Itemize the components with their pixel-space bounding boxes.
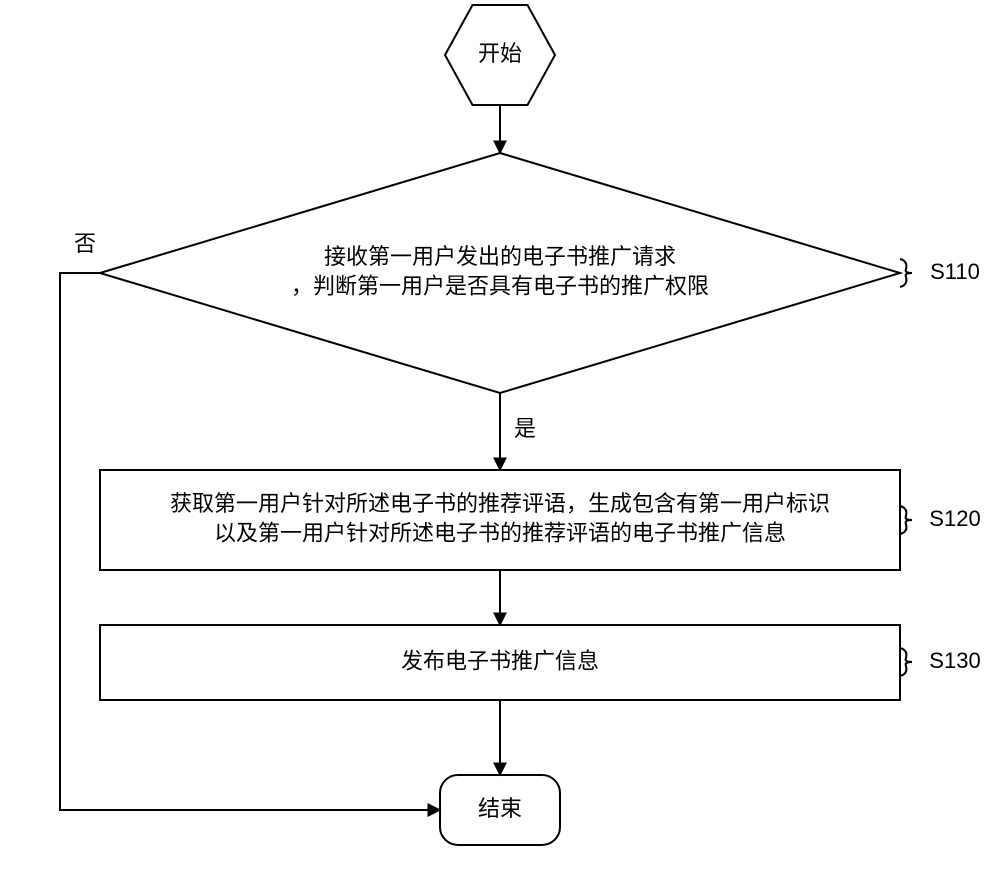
edge-label-1: 是 xyxy=(514,416,536,441)
edge-label-4: 否 xyxy=(74,231,96,256)
svg-text:开始: 开始 xyxy=(478,41,522,66)
step-label-1: S120 xyxy=(929,506,980,531)
step-label-0: S110 xyxy=(930,259,980,284)
step-label-2: S130 xyxy=(929,648,980,673)
svg-text:获取第一用户针对所述电子书的推荐评语，生成包含有第一用户标识: 获取第一用户针对所述电子书的推荐评语，生成包含有第一用户标识 xyxy=(170,491,830,516)
svg-text:接收第一用户发出的电子书推广请求: 接收第一用户发出的电子书推广请求 xyxy=(324,244,676,269)
svg-text:，判断第一用户是否具有电子书的推广权限: ，判断第一用户是否具有电子书的推广权限 xyxy=(291,274,709,299)
svg-text:发布电子书推广信息: 发布电子书推广信息 xyxy=(401,648,599,673)
svg-text:结束: 结束 xyxy=(478,796,522,821)
svg-text:以及第一用户针对所述电子书的推荐评语的电子书推广信息: 以及第一用户针对所述电子书的推荐评语的电子书推广信息 xyxy=(214,521,786,546)
